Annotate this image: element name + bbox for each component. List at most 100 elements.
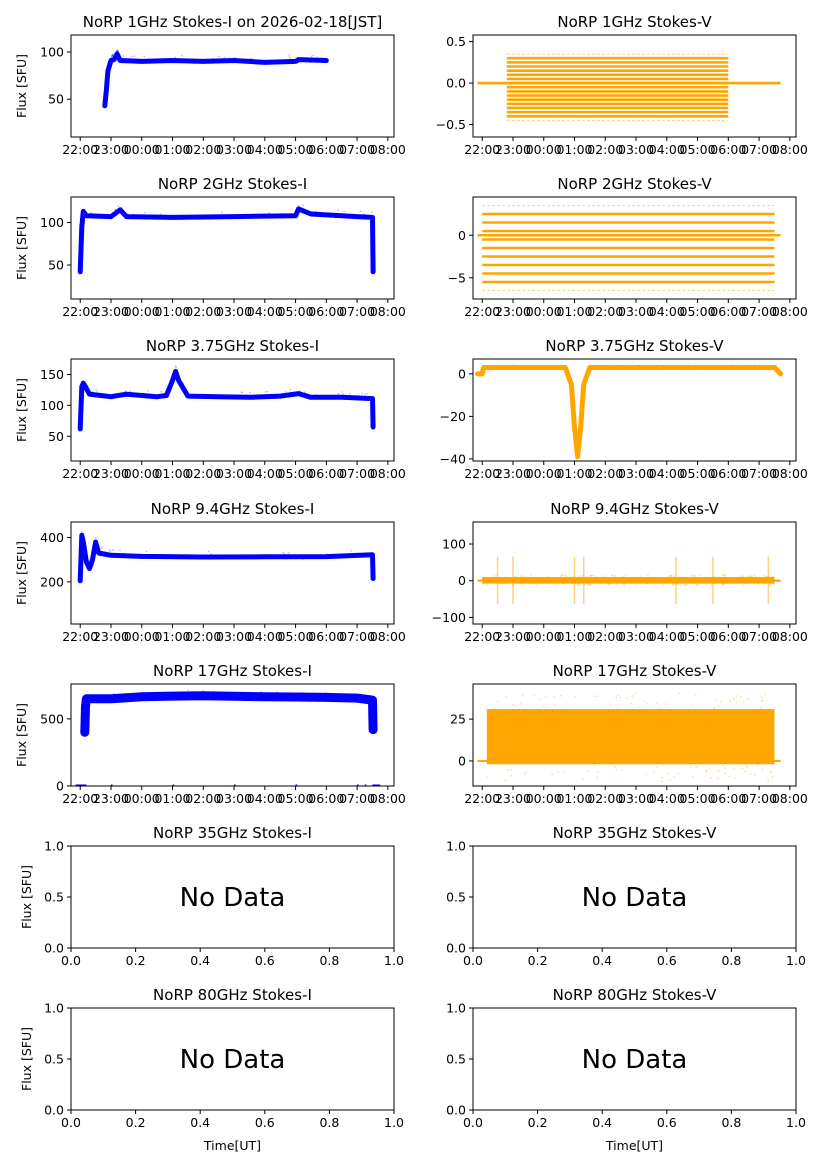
data-point xyxy=(704,749,706,752)
data-point xyxy=(79,254,82,257)
data-point xyxy=(175,366,177,369)
data-point xyxy=(514,575,517,577)
y-axis-label: Flux [SFU] xyxy=(14,703,29,767)
data-point xyxy=(100,554,102,557)
y-tick-label: 0.5 xyxy=(44,1052,64,1067)
x-tick-label: 01:00 xyxy=(556,629,592,644)
data-point xyxy=(113,53,116,56)
data-point xyxy=(83,547,86,549)
data-point xyxy=(691,704,694,707)
data-point xyxy=(646,574,649,577)
data-point xyxy=(588,583,591,586)
data-point xyxy=(494,709,497,711)
data-point xyxy=(90,559,93,562)
data-point xyxy=(194,694,197,697)
data-point xyxy=(584,377,586,380)
data-point xyxy=(162,557,165,560)
data-point xyxy=(81,536,83,539)
data-point xyxy=(334,216,337,219)
x-tick-label: 01:00 xyxy=(556,304,592,319)
data-point xyxy=(302,558,305,560)
plot-area xyxy=(477,204,781,292)
data-point xyxy=(218,694,220,696)
data-point xyxy=(767,780,769,783)
data-point xyxy=(495,717,498,720)
data-point xyxy=(608,583,611,586)
data-point xyxy=(284,216,287,218)
data-point xyxy=(742,583,745,586)
data-point xyxy=(774,365,777,367)
data-point xyxy=(372,419,374,421)
data-point xyxy=(679,724,682,727)
data-point xyxy=(575,447,578,449)
data-point xyxy=(722,741,725,744)
data-point xyxy=(532,581,535,584)
data-point xyxy=(671,583,674,586)
data-point xyxy=(478,371,480,373)
data-point xyxy=(135,59,137,62)
data-point xyxy=(581,574,584,577)
data-point xyxy=(341,391,343,393)
x-tick-label: 0.2 xyxy=(126,953,146,968)
x-tick-label: 00:00 xyxy=(526,304,562,319)
data-point xyxy=(604,576,607,579)
data-point xyxy=(114,213,117,216)
data-point xyxy=(320,214,323,217)
data-point xyxy=(714,729,716,732)
plot-area xyxy=(477,556,781,605)
subplot-title: NoRP 80GHz Stokes-V xyxy=(553,986,718,1004)
data-point xyxy=(586,576,588,579)
x-tick-label: 07:00 xyxy=(339,142,375,157)
x-tick-label: 0.0 xyxy=(463,953,483,968)
data-point xyxy=(694,575,697,578)
data-point xyxy=(766,746,769,748)
data-point xyxy=(596,695,599,698)
data-point xyxy=(556,581,559,584)
data-point xyxy=(677,368,679,371)
data-point xyxy=(315,394,317,396)
data-point xyxy=(521,577,524,580)
data-point xyxy=(769,584,771,587)
data-point xyxy=(702,750,705,752)
data-point xyxy=(210,553,212,555)
data-point xyxy=(597,771,599,774)
data-point xyxy=(120,206,123,209)
data-point xyxy=(693,574,696,577)
data-point xyxy=(113,695,115,698)
data-point xyxy=(357,395,360,397)
x-tick-label: 06:00 xyxy=(710,629,746,644)
data-point xyxy=(721,583,724,585)
data-point xyxy=(566,372,568,375)
data-point xyxy=(296,58,298,61)
data-point xyxy=(579,423,582,426)
data-point xyxy=(224,60,226,63)
axes-frame xyxy=(70,683,395,787)
data-point xyxy=(174,365,177,367)
data-point xyxy=(570,379,573,382)
data-point xyxy=(81,530,83,533)
data-point xyxy=(366,700,369,702)
data-point xyxy=(678,692,681,695)
data-point xyxy=(493,704,496,707)
data-point xyxy=(187,689,190,692)
axes-frame xyxy=(472,196,797,300)
y-tick-label: 0.5 xyxy=(44,890,64,905)
data-point xyxy=(269,62,271,65)
data-point xyxy=(718,769,720,772)
data-point xyxy=(573,422,575,425)
x-tick-label: 0.2 xyxy=(126,1115,146,1130)
data-point xyxy=(321,694,323,697)
data-point xyxy=(533,693,536,696)
data-point xyxy=(255,396,258,399)
y-tick-label: 0 xyxy=(458,753,466,768)
data-point xyxy=(742,701,745,704)
data-point xyxy=(269,59,272,61)
data-point xyxy=(81,214,84,217)
x-tick-label: 02:00 xyxy=(185,142,221,157)
data-point xyxy=(372,419,374,422)
data-point xyxy=(684,583,687,586)
data-point xyxy=(502,582,505,585)
data-point xyxy=(104,393,107,396)
data-point xyxy=(677,772,680,775)
data-point xyxy=(697,368,700,371)
